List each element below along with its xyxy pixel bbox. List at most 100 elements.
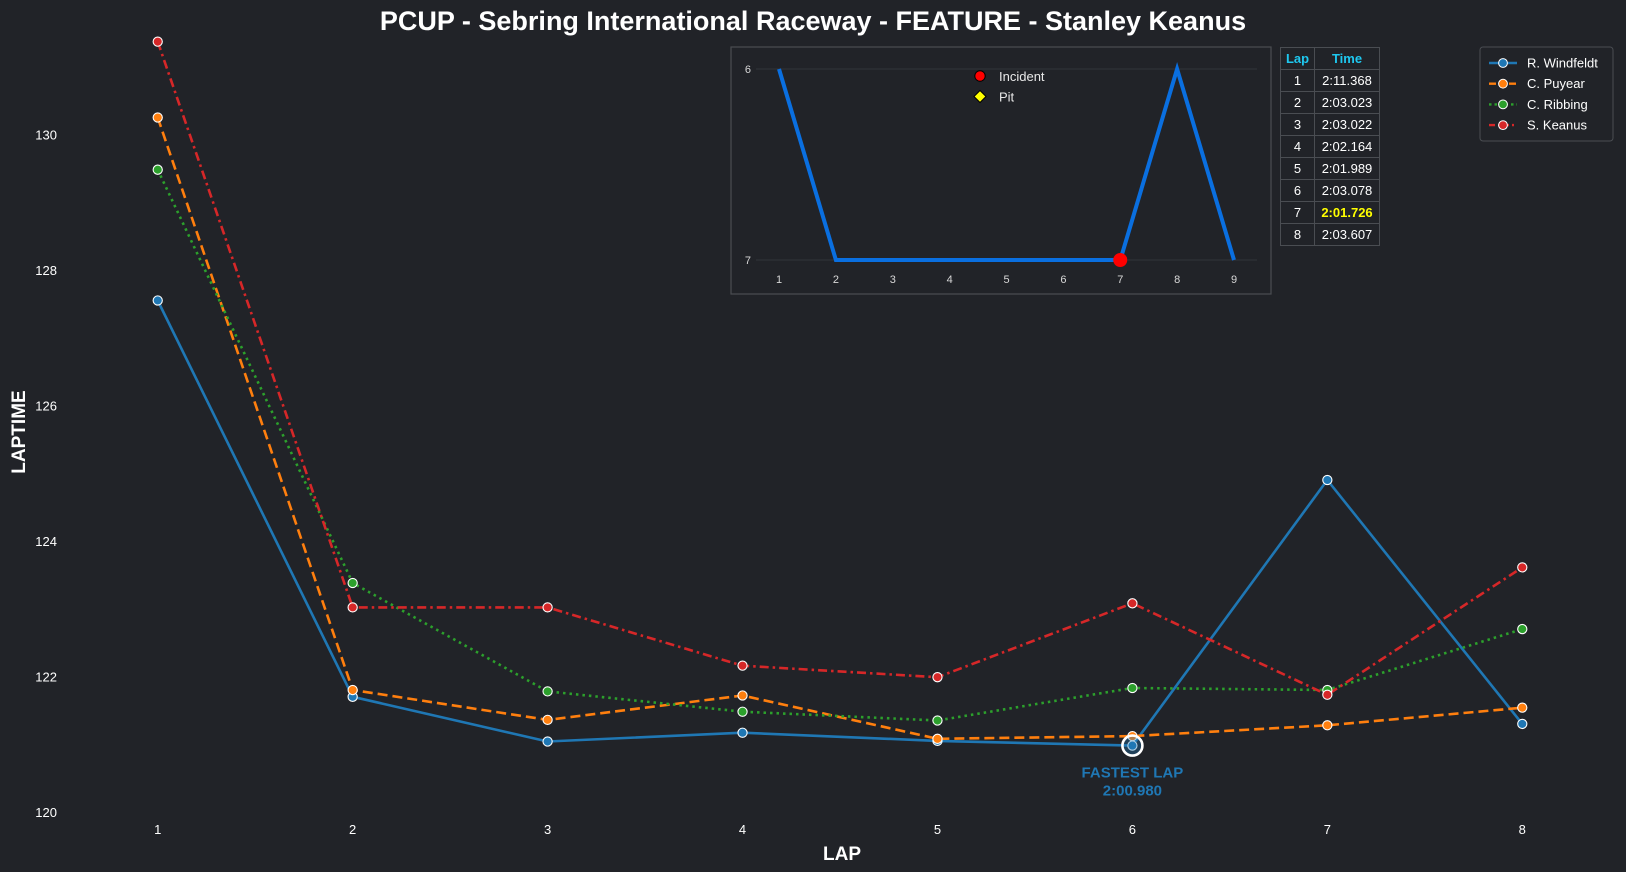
x-tick-label: 7	[1324, 822, 1331, 837]
lap-time-cell: 2:03.023	[1314, 91, 1380, 114]
data-point	[932, 733, 943, 744]
y-tick-label: 120	[35, 805, 57, 820]
series-line-1	[156, 299, 1524, 747]
data-point	[1517, 623, 1528, 635]
table-row: 3 2:03.022	[1280, 113, 1380, 136]
inset-legend-label: Pit	[999, 90, 1015, 105]
x-tick-label: 5	[934, 822, 941, 837]
table-row: 8 2:03.607	[1280, 223, 1380, 246]
inset-frame	[730, 46, 1272, 295]
data-point	[737, 660, 748, 671]
data-point	[347, 602, 358, 613]
inset-x-tick-label: 6	[1060, 274, 1066, 286]
x-tick-label: 2	[349, 822, 356, 837]
inset-x-tick-label: 8	[1174, 274, 1180, 286]
table-row: 1 2:11.368	[1280, 69, 1380, 92]
lap-number-cell: 1	[1280, 69, 1315, 92]
inset-x-tick-label: 4	[947, 274, 953, 286]
lap-number-cell: 6	[1280, 179, 1315, 202]
data-point	[542, 714, 553, 726]
data-point	[737, 690, 748, 701]
data-point	[542, 602, 553, 613]
lap-time-table: Lap Time 1 2:11.368 2 2:03.023 3 2:03.022 4 2:0…	[1280, 47, 1380, 246]
x-axis-label: LAP	[823, 844, 861, 865]
y-axis-label: LAPTIME	[9, 390, 30, 473]
legend-marker	[1498, 120, 1508, 130]
data-point	[152, 112, 163, 123]
x-tick-label: 1	[154, 822, 161, 837]
data-point	[1322, 474, 1333, 486]
inset-position-line	[777, 61, 1236, 262]
legend-label: R. Windfeldt	[1527, 56, 1598, 71]
table-row: 6 2:03.078	[1280, 179, 1380, 202]
inset-legend-label: Incident	[999, 69, 1045, 84]
table-row: 7 2:01.726	[1280, 201, 1380, 224]
y-tick-label: 124	[35, 534, 57, 549]
series-line-2	[156, 117, 1523, 741]
pit-legend-marker	[973, 89, 987, 104]
data-point	[1517, 702, 1528, 713]
y-tick-label: 126	[35, 398, 57, 413]
x-tick-label: 4	[739, 822, 746, 837]
legend-label: C. Puyear	[1527, 76, 1585, 91]
legend-marker	[1498, 58, 1508, 68]
data-point	[347, 577, 358, 589]
data-point	[737, 706, 748, 717]
y-tick-label: 130	[35, 127, 57, 142]
data-point	[737, 727, 748, 738]
data-point	[152, 164, 163, 175]
series-line-3	[156, 169, 1523, 722]
lap-number-cell: 7	[1280, 201, 1315, 224]
lap-time-cell: 2:01.989	[1314, 157, 1380, 180]
data-point	[1127, 598, 1138, 609]
inset-y-tick-label: 6	[745, 64, 751, 76]
incident-marker	[1113, 253, 1128, 267]
inset-x-tick-label: 9	[1231, 274, 1237, 286]
data-point	[542, 736, 553, 747]
lap-number-cell: 4	[1280, 135, 1315, 158]
lap-number-cell: 5	[1280, 157, 1315, 180]
x-tick-label: 3	[544, 822, 551, 837]
inset-x-tick-label: 7	[1117, 274, 1123, 286]
x-tick-label: 8	[1519, 822, 1526, 837]
time-column-header: Time	[1314, 47, 1380, 70]
lap-number-cell: 8	[1280, 223, 1315, 246]
data-point	[542, 686, 553, 697]
lap-time-cell: 2:02.164	[1314, 135, 1380, 158]
data-point	[932, 672, 943, 683]
data-point	[932, 715, 943, 726]
data-point	[1322, 720, 1333, 731]
position-inset-chart: 6 7 1 2 3 4 5 6 7 8 9 Incident Pit	[730, 46, 1272, 295]
lap-column-header: Lap	[1280, 47, 1315, 70]
inset-x-tick-label: 5	[1003, 274, 1009, 286]
inset-x-tick-label: 1	[776, 274, 782, 286]
y-tick-label: 128	[35, 263, 57, 278]
inset-x-tick-label: 3	[890, 274, 896, 286]
legend-label: C. Ribbing	[1527, 97, 1588, 112]
lap-number-cell: 3	[1280, 113, 1315, 136]
table-row: 5 2:01.989	[1280, 157, 1380, 180]
table-row: 4 2:02.164	[1280, 135, 1380, 158]
data-point	[1322, 689, 1333, 700]
lap-time-cell: 2:11.368	[1314, 69, 1380, 92]
inset-y-tick-label: 7	[745, 255, 751, 267]
chart-title: PCUP - Sebring International Raceway - F…	[380, 6, 1246, 36]
best-lap-time-cell: 2:01.726	[1314, 201, 1380, 224]
series-line-4	[156, 41, 1524, 697]
data-point	[1517, 562, 1528, 573]
fastest-lap-time: 2:00.980	[1103, 783, 1162, 800]
data-point	[152, 295, 163, 306]
inset-x-tick-label: 2	[833, 274, 839, 286]
legend-label: S. Keanus	[1527, 118, 1587, 133]
fastest-lap-label: FASTEST LAP	[1082, 765, 1184, 782]
x-tick-label: 6	[1129, 822, 1136, 837]
y-tick-label: 122	[35, 669, 57, 684]
data-point	[152, 36, 163, 47]
data-point	[1127, 682, 1138, 694]
legend: R. Windfeldt C. Puyear C. Ribbing S. Keanus	[1479, 46, 1614, 142]
lap-number-cell: 2	[1280, 91, 1315, 114]
incident-legend-marker	[974, 70, 986, 82]
